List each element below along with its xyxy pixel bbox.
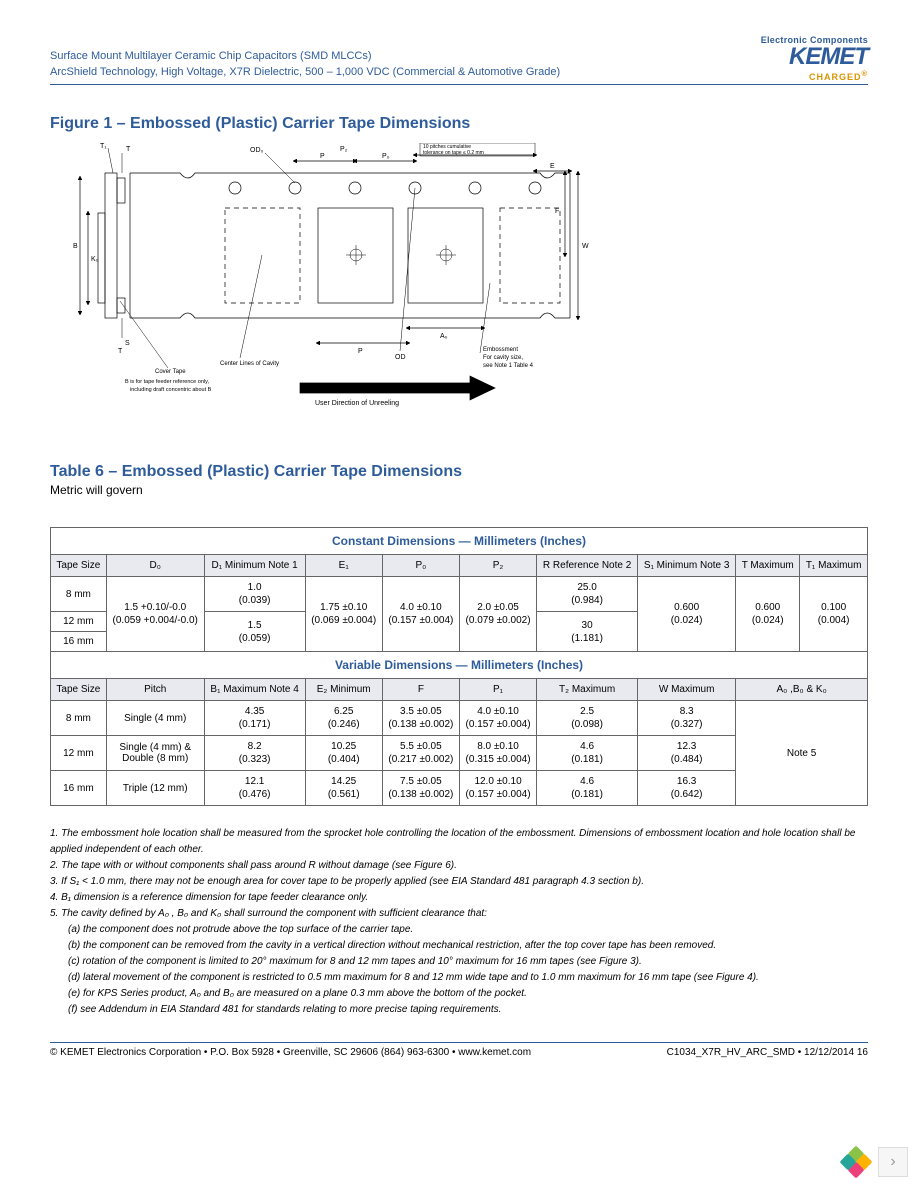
col-header: T Maximum [736, 555, 800, 577]
note-4: 4. B₁ dimension is a reference dimension… [50, 890, 868, 906]
svg-text:T₁: T₁ [100, 143, 107, 150]
svg-text:OD: OD [395, 354, 406, 361]
col-header: W Maximum [638, 679, 736, 701]
note-3: 3. If S₁ < 1.0 mm, there may not be enou… [50, 874, 868, 890]
svg-text:For cavity size,: For cavity size, [483, 355, 523, 361]
col-header: E₂ Minimum [305, 679, 382, 701]
logo-brand: KEMET [761, 45, 868, 69]
svg-text:including draft concentric abo: including draft concentric about B [130, 387, 212, 393]
svg-text:T: T [118, 348, 123, 355]
col-header: P₀ [382, 555, 459, 577]
col-header: B₁ Maximum Note 4 [204, 679, 305, 701]
col-header: Tape Size [51, 679, 107, 701]
svg-text:P: P [320, 153, 325, 160]
svg-text:Embossment: Embossment [483, 347, 518, 353]
svg-text:User Direction of Unreeling: User Direction of Unreeling [315, 400, 399, 407]
col-header: T₁ Maximum [800, 555, 868, 577]
col-header: Tape Size [51, 555, 107, 577]
svg-text:tolerance on tape ≤ 0.2 mm: tolerance on tape ≤ 0.2 mm [423, 150, 484, 156]
svg-text:W: W [582, 243, 589, 250]
svg-text:P: P [358, 348, 363, 355]
viewer-logo-icon[interactable] [840, 1146, 872, 1178]
table-row: 8 mm Single (4 mm) 4.35(0.171) 6.25(0.24… [51, 701, 868, 736]
svg-text:OD₀: OD₀ [250, 147, 264, 154]
svg-text:S: S [125, 340, 130, 347]
svg-text:see Note 1 Table 4: see Note 1 Table 4 [483, 363, 534, 369]
variable-section-header: Variable Dimensions — Millimeters (Inche… [51, 652, 868, 679]
svg-text:B is for tape feeder referenc: B is for tape feeder reference only, [125, 379, 209, 385]
chevron-right-icon: › [890, 1153, 895, 1171]
metric-note: Metric will govern [50, 483, 868, 497]
note-5: 5. The cavity defined by A₀ , B₀ and K₀ … [50, 906, 868, 922]
doc-header-line1: Surface Mount Multilayer Ceramic Chip Ca… [50, 50, 868, 62]
kemet-logo: Electronic Components KEMET CHARGED® [761, 35, 868, 82]
col-header: P₁ [459, 679, 536, 701]
svg-text:E: E [550, 163, 555, 170]
col-header: T₂ Maximum [537, 679, 638, 701]
next-page-button[interactable]: › [878, 1147, 908, 1177]
col-header: D₀ [106, 555, 204, 577]
note-5a: (a) the component does not protrude abov… [50, 922, 868, 938]
tape-dimensions-table: Constant Dimensions — Millimeters (Inche… [50, 527, 868, 806]
col-header: A₀ ,B₀ & K₀ [736, 679, 868, 701]
svg-text:Center Lines of Cavity: Center Lines of Cavity [220, 361, 279, 367]
svg-text:F: F [555, 208, 559, 215]
carrier-tape-diagram: T T₁ OD₀ P P₀ P₂ E F B K₀ A₀ W S T OD P [70, 143, 590, 413]
col-header: F [382, 679, 459, 701]
col-header: D₁ Minimum Note 1 [204, 555, 305, 577]
col-header: E₁ [305, 555, 382, 577]
svg-text:Cover Tape: Cover Tape [155, 369, 186, 375]
col-header: R Reference Note 2 [537, 555, 638, 577]
svg-text:P₀: P₀ [382, 153, 390, 160]
figure-title: Figure 1 – Embossed (Plastic) Carrier Ta… [50, 115, 868, 133]
constant-section-header: Constant Dimensions — Millimeters (Inche… [51, 528, 868, 555]
col-header: S₁ Minimum Note 3 [638, 555, 736, 577]
header-rule [50, 84, 868, 85]
note-5c: (c) rotation of the component is limited… [50, 954, 868, 970]
svg-text:P₂: P₂ [340, 146, 348, 153]
note-5d: (d) lateral movement of the component is… [50, 970, 868, 986]
page-footer: © KEMET Electronics Corporation • P.O. B… [50, 1047, 868, 1058]
doc-header-line2: ArcShield Technology, High Voltage, X7R … [50, 66, 868, 78]
note-2: 2. The tape with or without components s… [50, 858, 868, 874]
footer-left: © KEMET Electronics Corporation • P.O. B… [50, 1047, 531, 1058]
svg-text:T: T [126, 146, 131, 153]
col-header: Pitch [106, 679, 204, 701]
svg-text:A₀: A₀ [440, 333, 448, 340]
note-1: 1. The embossment hole location shall be… [50, 826, 868, 858]
note-5e: (e) for KPS Series product, A₀ and B₀ ar… [50, 986, 868, 1002]
footer-rule [50, 1042, 868, 1043]
table-title: Table 6 – Embossed (Plastic) Carrier Tap… [50, 463, 868, 481]
svg-text:K₀: K₀ [91, 256, 99, 263]
table-notes: 1. The embossment hole location shall be… [50, 826, 868, 1018]
logo-charged: CHARGED® [761, 69, 868, 82]
table-row: 8 mm 1.5 +0.10/-0.0(0.059 +0.004/-0.0) 1… [51, 577, 868, 612]
footer-right: C1034_X7R_HV_ARC_SMD • 12/12/2014 16 [667, 1047, 868, 1058]
note-5f: (f) see Addendum in EIA Standard 481 for… [50, 1002, 868, 1018]
note-5b: (b) the component can be removed from th… [50, 938, 868, 954]
viewer-nav: › [840, 1146, 908, 1178]
svg-text:B: B [73, 243, 78, 250]
col-header: P₂ [459, 555, 536, 577]
